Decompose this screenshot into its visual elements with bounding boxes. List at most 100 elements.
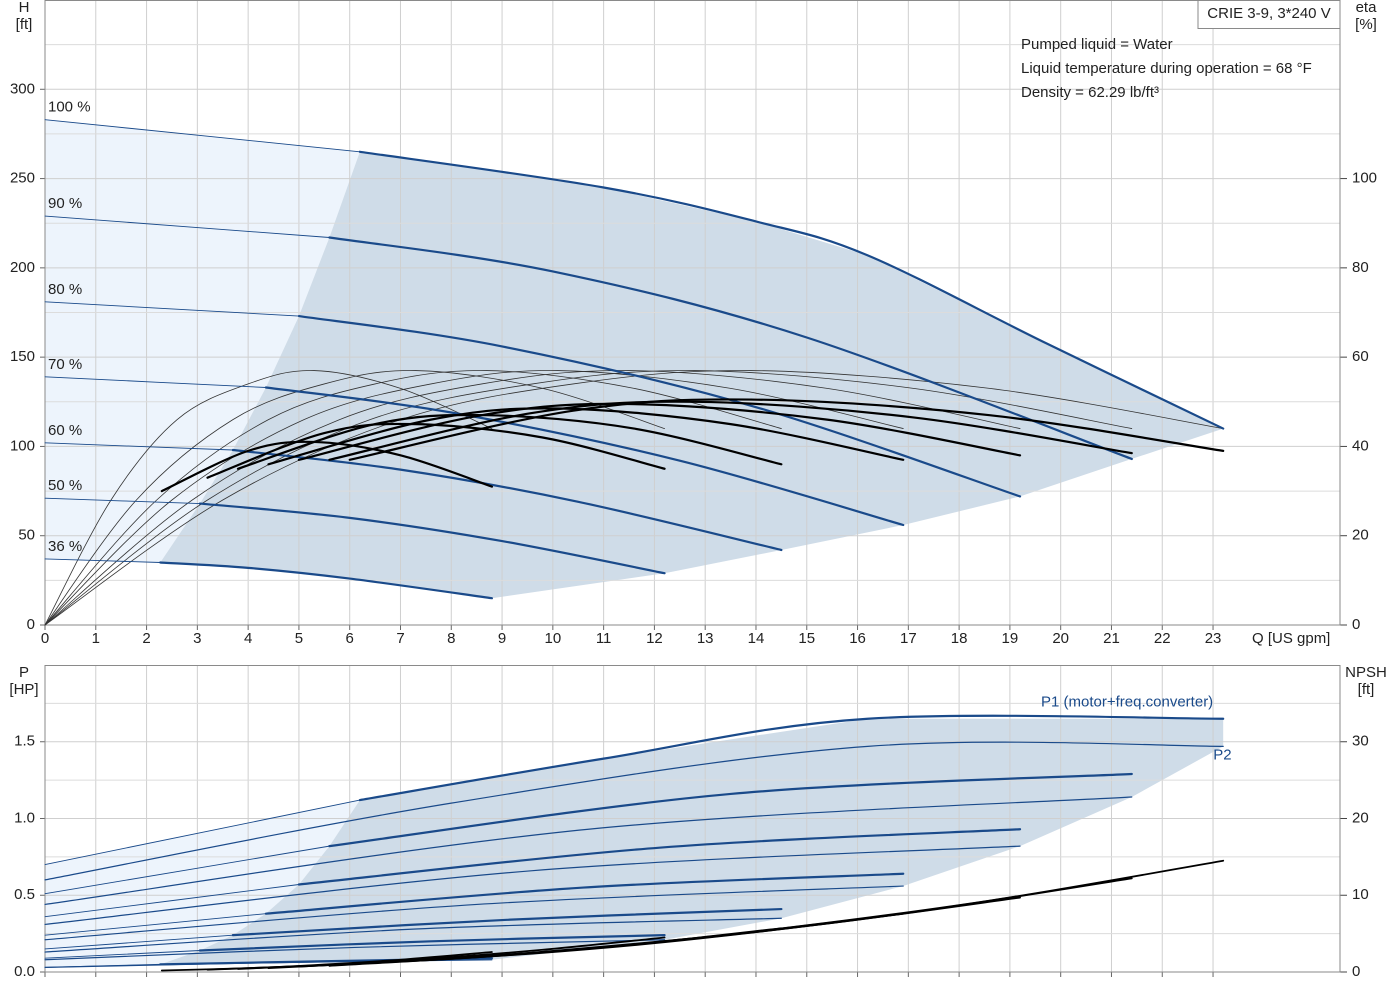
p2-curve [44, 845, 1021, 926]
y2-tick-label: 60 [1352, 348, 1369, 365]
x-tick-label: 7 [396, 630, 404, 647]
head-curve-extended [44, 215, 330, 238]
eta-curve [44, 370, 1133, 626]
x-tick-label: 13 [697, 630, 714, 647]
y-tick-label: 200 [10, 259, 35, 276]
plot-frame [44, 0, 1341, 626]
x-tick-label: 8 [447, 630, 455, 647]
speed-label: 60 % [48, 422, 82, 439]
y-tick-label: 0.0 [14, 963, 35, 980]
y-tick-label: 0.5 [14, 886, 35, 903]
x-tick-label: 12 [646, 630, 663, 647]
p1-curve-extended [44, 963, 161, 968]
x-tick-label: 1 [92, 630, 100, 647]
p1-curve-extended [44, 884, 300, 918]
speed-label: 80 % [48, 281, 82, 298]
y2-tick-label: 40 [1352, 437, 1369, 454]
plot-frame [44, 665, 1341, 973]
y2-tick-label: 20 [1352, 809, 1369, 826]
y-axis-unit: [HP] [9, 681, 38, 698]
y-tick-label: 100 [10, 437, 35, 454]
x-tick-label: 14 [748, 630, 765, 647]
speed-label: 100 % [48, 99, 91, 116]
x-tick-label: 22 [1154, 630, 1171, 647]
y2-axis-unit: [ft] [1358, 681, 1375, 698]
p1-curve-extended [44, 845, 330, 895]
head-curve [297, 314, 1022, 498]
extended-region [45, 119, 360, 563]
p2-curve [44, 885, 904, 941]
y2-tick-label: 20 [1352, 527, 1369, 544]
operating-region [160, 151, 1224, 599]
eta-curve [44, 370, 782, 626]
p1-curve [198, 934, 666, 952]
y-tick-label: 0 [27, 616, 35, 633]
y-tick-label: 150 [10, 348, 35, 365]
y2-tick-label: 0 [1352, 616, 1360, 633]
p1-curve [297, 828, 1022, 886]
eta-total-curve [236, 413, 783, 470]
eta-curve [44, 370, 904, 626]
head-curve [159, 561, 493, 600]
head-curve-extended [44, 442, 234, 451]
y-axis-unit: [ft] [16, 16, 33, 33]
y-tick-label: 1.0 [14, 809, 35, 826]
x-tick-label: 5 [295, 630, 303, 647]
x-tick-label: 23 [1205, 630, 1222, 647]
x-axis-label: Q [US gpm] [1252, 630, 1330, 647]
p2-curve [44, 917, 782, 953]
x-tick-label: 19 [1002, 630, 1019, 647]
x-tick-label: 15 [798, 630, 815, 647]
p1-curve [328, 772, 1133, 848]
x-tick-label: 16 [849, 630, 866, 647]
p2-curve [44, 741, 1224, 881]
eta-curve [44, 370, 665, 626]
speed-label: 36 % [48, 538, 82, 555]
y2-tick-label: 0 [1352, 963, 1360, 980]
y-tick-label: 250 [10, 170, 35, 187]
head-curve-extended [44, 119, 361, 153]
head-curve-extended [44, 301, 300, 317]
p1-curve [264, 872, 905, 915]
y-axis-label: P [19, 664, 29, 681]
p1-curve [231, 907, 783, 937]
head-curve [198, 502, 666, 575]
eta-total-curve [328, 400, 1133, 461]
head-curve [328, 236, 1133, 461]
eta-total-curve [267, 407, 905, 466]
speed-label: 70 % [48, 356, 82, 373]
y-tick-label: 1.5 [14, 733, 35, 750]
eta-curve [44, 370, 1021, 626]
x-tick-label: 18 [951, 630, 968, 647]
x-tick-label: 3 [193, 630, 201, 647]
p1-curve-extended [44, 799, 361, 865]
head-curve-extended [44, 497, 201, 505]
title-box [1197, 0, 1341, 29]
x-tick-label: 10 [544, 630, 561, 647]
y2-tick-label: 30 [1352, 733, 1369, 750]
head-curve [231, 448, 783, 552]
head-curve-extended [44, 376, 267, 388]
speed-label: 90 % [48, 195, 82, 212]
y2-axis-label: NPSH [1345, 664, 1387, 681]
note: Liquid temperature during operation = 68… [1021, 60, 1312, 77]
x-tick-label: 0 [41, 630, 49, 647]
series-label: P2 [1213, 746, 1231, 763]
note: Pumped liquid = Water [1021, 36, 1173, 53]
y-tick-label: 300 [10, 80, 35, 97]
p1-curve [358, 714, 1225, 802]
x-tick-label: 17 [900, 630, 917, 647]
x-tick-label: 11 [596, 630, 612, 647]
eta-curve [44, 370, 493, 626]
eta-curve [44, 370, 1224, 626]
x-tick-label: 21 [1103, 630, 1120, 647]
eta-total-curve [297, 402, 1022, 461]
x-tick-label: 20 [1052, 630, 1069, 647]
x-tick-label: 4 [244, 630, 252, 647]
y2-axis-label: eta [1356, 0, 1378, 16]
eta-total-curve [206, 422, 666, 479]
note: Density = 62.29 lb/ft³ [1021, 84, 1159, 101]
p2-curve [44, 939, 666, 961]
extended-region [45, 800, 360, 968]
